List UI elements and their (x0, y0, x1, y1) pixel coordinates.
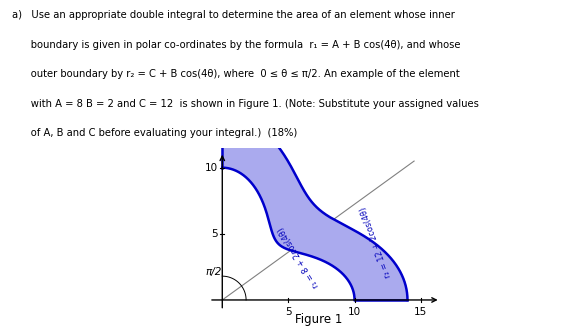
Text: r₂ = 12 + 2cos(4θ): r₂ = 12 + 2cos(4θ) (358, 205, 393, 278)
Text: of A, B and C before evaluating your integral.)  (18%): of A, B and C before evaluating your int… (12, 128, 297, 138)
Text: 5: 5 (211, 229, 218, 239)
Text: Figure 1: Figure 1 (295, 313, 343, 326)
Text: outer boundary by r₂ = C + B cos(4θ), where  0 ≤ θ ≤ π/2. An example of the elem: outer boundary by r₂ = C + B cos(4θ), wh… (12, 69, 459, 79)
Text: a)   Use an appropriate double integral to determine the area of an element whos: a) Use an appropriate double integral to… (12, 10, 455, 20)
Text: r₁ = 8 + 2cos(4θ): r₁ = 8 + 2cos(4θ) (277, 225, 321, 289)
Polygon shape (222, 115, 408, 300)
Text: π/2: π/2 (205, 267, 222, 277)
Text: 10: 10 (348, 306, 361, 317)
Text: 10: 10 (205, 163, 218, 173)
Text: 15: 15 (414, 306, 427, 317)
Text: with A = 8 B = 2 and C = 12  is shown in Figure 1. (Note: Substitute your assign: with A = 8 B = 2 and C = 12 is shown in … (12, 99, 478, 109)
Text: boundary is given in polar co-ordinates by the formula  r₁ = A + B cos(4θ), and : boundary is given in polar co-ordinates … (12, 40, 460, 50)
Text: 5: 5 (285, 306, 292, 317)
